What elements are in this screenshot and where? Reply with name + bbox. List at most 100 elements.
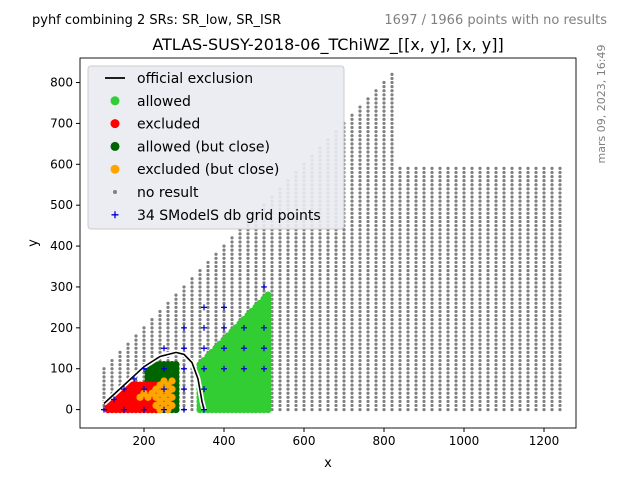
no-result-point [542,199,546,203]
no-result-point [366,219,370,224]
no-result-point [422,228,426,232]
no-result-point [478,309,482,314]
legend-label: official exclusion [137,71,253,87]
no-result-point [126,346,130,350]
no-result-point [310,232,314,236]
no-result-point [374,346,378,350]
no-result-point [422,211,426,215]
no-result-point [518,346,522,350]
no-result-point [470,334,474,338]
no-result-point [334,248,338,252]
no-result-point [542,309,546,314]
no-result-point [294,334,298,338]
timestamp: mars 09, 2023, 16:49 [595,45,608,164]
no-result-point [278,301,282,305]
no-result-point [150,354,154,359]
no-result-point [390,187,394,191]
no-result-point [334,391,338,395]
no-result-point [494,281,498,285]
no-result-point [358,129,362,134]
no-result-point [230,268,234,273]
no-result-point [302,293,306,297]
no-result-point [422,318,426,322]
no-result-point [270,252,274,256]
no-result-point [478,358,482,363]
no-result-point [366,121,370,126]
no-result-point [526,195,530,199]
no-result-point [542,322,546,326]
no-result-point [310,387,314,391]
no-result-point [326,232,330,236]
no-result-point [278,256,282,260]
no-result-point [454,228,458,232]
no-result-point [486,391,490,395]
no-result-point [294,277,298,281]
no-result-point [334,232,338,236]
no-result-point [302,305,306,309]
no-result-point [246,232,250,236]
no-result-point [382,391,386,395]
no-result-point [366,387,370,391]
no-result-point [486,215,490,220]
no-result-point [310,305,314,309]
no-result-point [462,363,466,367]
no-result-point [278,273,282,277]
no-result-point [390,322,394,326]
no-result-point [398,179,402,183]
no-result-point [358,166,362,170]
no-result-point [310,363,314,367]
no-result-point [470,179,474,183]
no-result-point [318,285,322,289]
no-result-point [206,338,210,342]
no-result-point [374,224,378,228]
no-result-point [478,354,482,359]
no-result-point [502,309,506,314]
no-result-point [254,260,258,265]
no-result-point [310,244,314,248]
no-result-point [534,232,538,236]
no-result-point [430,338,434,342]
no-result-point [366,101,370,105]
no-result-point [334,273,338,277]
no-result-point [510,191,514,195]
no-result-point [494,387,498,391]
grid-point [181,345,187,352]
no-result-point [534,395,538,399]
no-result-point [502,203,506,207]
no-result-point [174,301,178,305]
no-result-point [550,297,554,301]
no-result-point [310,256,314,260]
no-result-point [398,228,402,232]
no-result-point [246,273,250,277]
no-result-point [318,305,322,309]
no-result-point [478,305,482,309]
no-result-point [518,248,522,252]
no-result-point [310,395,314,399]
no-result-point [534,277,538,281]
no-result-point [518,326,522,330]
no-result-point [510,342,514,346]
no-result-point [366,166,370,170]
no-result-point [550,379,554,383]
no-result-point [510,174,514,179]
no-result-point [510,363,514,367]
no-result-point [350,187,354,191]
no-result-point [422,170,426,175]
no-result-point [494,379,498,383]
no-result-point [478,371,482,375]
no-result-point [206,318,210,322]
no-result-point [350,260,354,265]
no-result-point [270,285,274,289]
no-result-point [526,289,530,293]
no-result-point [334,379,338,383]
no-result-point [406,358,410,363]
no-result-point [558,367,562,371]
no-result-point [294,371,298,375]
no-result-point [406,408,410,412]
no-result-point [206,277,210,281]
no-result-point [214,268,218,273]
no-result-point [262,248,266,252]
no-result-point [310,273,314,277]
no-result-point [446,334,450,338]
no-result-point [510,330,514,334]
